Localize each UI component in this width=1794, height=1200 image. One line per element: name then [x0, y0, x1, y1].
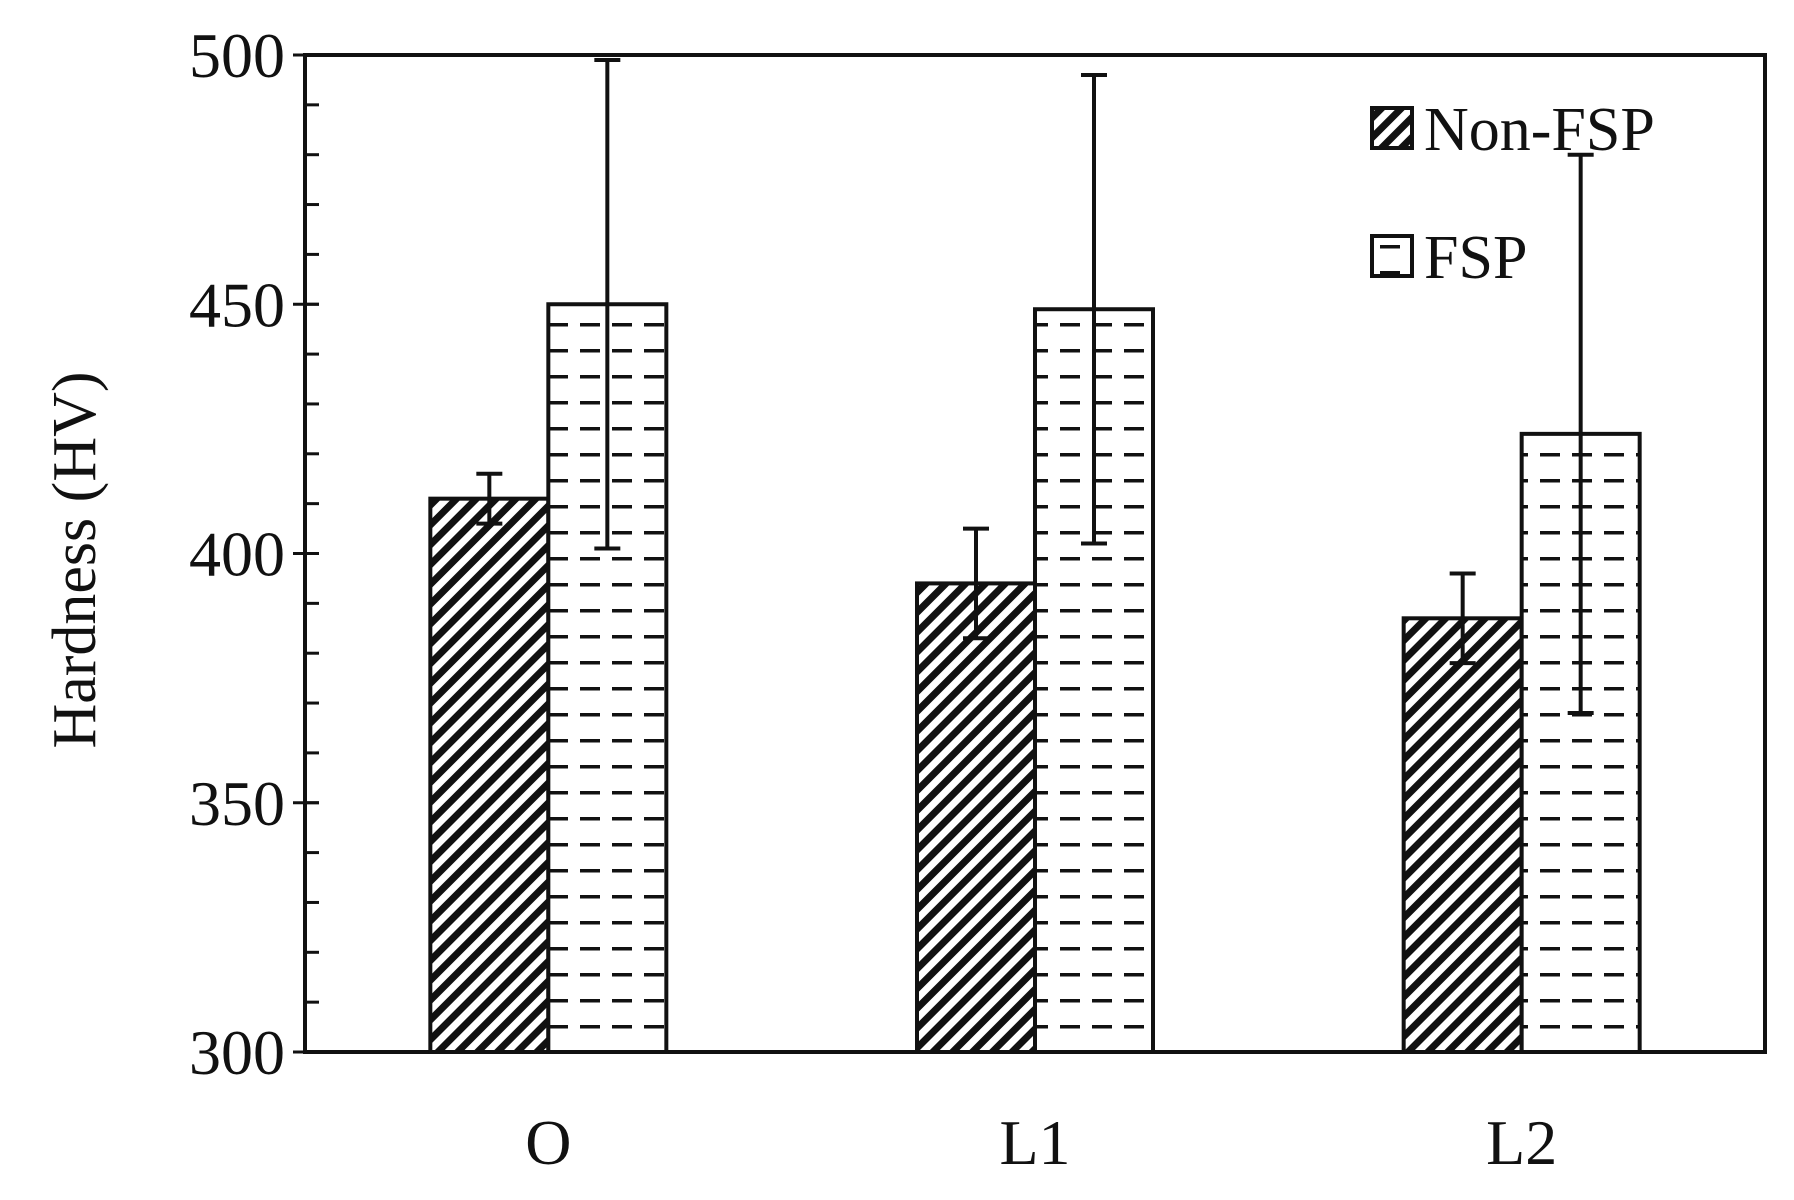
plot-area — [303, 53, 1767, 1055]
y-tick-label: 350 — [189, 768, 285, 839]
y-tick-label: 450 — [189, 269, 285, 340]
y-axis-title: Hardness (HV) — [41, 371, 109, 748]
y-axis: 300 350 400 450 500 — [189, 20, 319, 1088]
x-axis-categories: O L1 L2 — [525, 1107, 1557, 1178]
y-axis-label: Hardness (HV) — [41, 371, 109, 748]
x-category-label: L1 — [999, 1107, 1070, 1178]
x-category-label: L2 — [1486, 1107, 1557, 1178]
y-tick-label: 400 — [189, 519, 285, 590]
legend-label: FSP — [1424, 224, 1527, 292]
legend: Non-FSP FSP — [1370, 96, 1655, 292]
x-category-label: O — [525, 1107, 571, 1178]
y-tick-label: 500 — [189, 20, 285, 91]
y-tick-label: 300 — [189, 1017, 285, 1088]
bar-non-fsp-l2 — [1401, 616, 1524, 1054]
legend-swatch-non-fsp — [1370, 106, 1414, 150]
legend-swatch-fsp — [1370, 234, 1414, 278]
legend-label: Non-FSP — [1424, 96, 1655, 164]
bar-non-fsp-o — [428, 496, 551, 1055]
bar-non-fsp-l1 — [915, 581, 1037, 1054]
